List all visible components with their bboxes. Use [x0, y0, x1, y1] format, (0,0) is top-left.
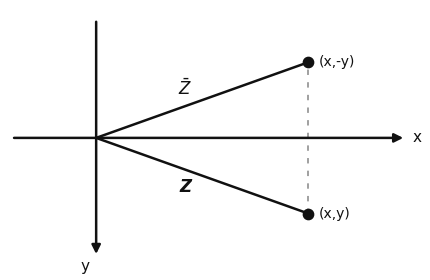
Text: x: x — [412, 130, 421, 145]
Text: $\bar{Z}$: $\bar{Z}$ — [178, 79, 192, 99]
Point — [305, 60, 312, 64]
Point — [305, 211, 312, 216]
Text: (x,y): (x,y) — [319, 207, 351, 221]
Text: Z: Z — [179, 178, 191, 195]
Text: y: y — [81, 260, 90, 274]
Text: (x,-y): (x,-y) — [319, 55, 355, 69]
